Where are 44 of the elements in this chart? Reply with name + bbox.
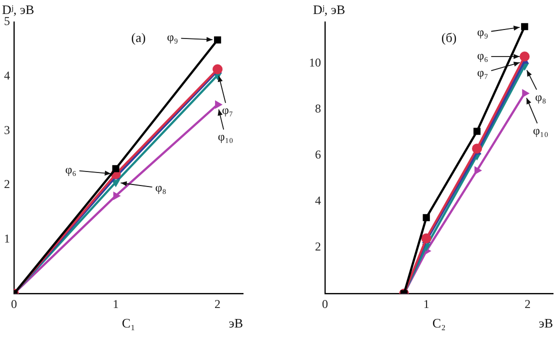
x-axis-title: C₁ bbox=[122, 316, 136, 331]
text: эВ bbox=[538, 316, 554, 331]
x-tick-label: 2 bbox=[524, 296, 531, 311]
text: φ₆ bbox=[477, 48, 488, 63]
series-label: φ₁₀ bbox=[532, 124, 548, 138]
x-tick-label: 0 bbox=[11, 296, 17, 311]
point bbox=[421, 233, 432, 244]
point bbox=[473, 128, 481, 135]
x-tick-label: 1 bbox=[112, 296, 119, 311]
series-label: φ₁₀ bbox=[218, 130, 234, 144]
series-label: φ₈ bbox=[535, 90, 546, 104]
y-axis-title: Dʲ, эВ bbox=[2, 2, 34, 17]
point bbox=[472, 144, 482, 154]
text: φ₆ bbox=[65, 162, 76, 176]
y-tick-label: 4 bbox=[4, 68, 10, 82]
text: эВ bbox=[228, 316, 244, 331]
point bbox=[522, 89, 530, 98]
annotation: (б) bbox=[441, 30, 457, 45]
annotation: (а) bbox=[131, 30, 146, 45]
point bbox=[474, 166, 482, 175]
y-tick-label: 4 bbox=[315, 194, 321, 208]
x-axis-title: C₂ bbox=[432, 316, 446, 331]
y-tick-label: 8 bbox=[315, 102, 321, 116]
y-axis-title: Dʲ, эВ bbox=[313, 2, 346, 17]
y-tick-label: 3 bbox=[4, 122, 10, 137]
series-label: φ₇ bbox=[477, 65, 488, 80]
x-tick-label: 2 bbox=[214, 296, 221, 311]
text: φ₈ bbox=[155, 180, 166, 194]
y-tick-label: 2 bbox=[4, 177, 10, 192]
y-tick-label: 6 bbox=[315, 148, 321, 162]
point bbox=[422, 214, 430, 222]
point bbox=[520, 52, 530, 62]
y-tick-label: 1 bbox=[4, 231, 10, 246]
text: φ₉ bbox=[167, 30, 178, 44]
x-tick-label: 1 bbox=[423, 296, 430, 311]
point bbox=[112, 165, 120, 172]
point bbox=[521, 23, 528, 30]
x-tick-label: 0 bbox=[322, 296, 328, 311]
y-tick-label: 10 bbox=[309, 56, 321, 70]
y-tick-label: 2 bbox=[315, 240, 321, 254]
y-tick-label: 5 bbox=[4, 14, 10, 28]
text: φ₇ bbox=[222, 103, 234, 118]
text: φ₉ bbox=[477, 24, 488, 39]
point bbox=[214, 36, 222, 44]
